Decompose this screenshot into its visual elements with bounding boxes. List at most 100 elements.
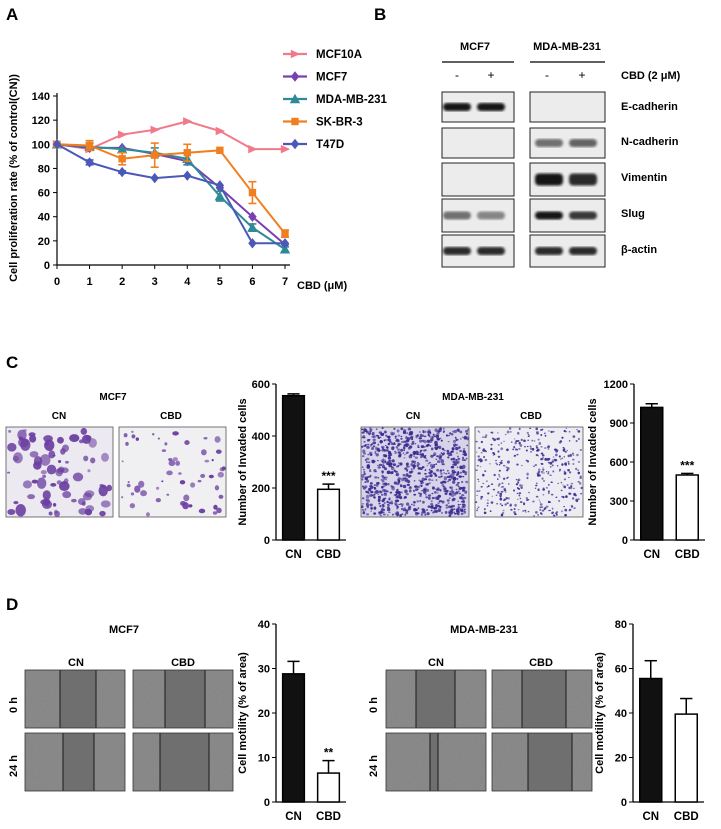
stained-cell	[580, 486, 583, 490]
stained-cell	[399, 514, 402, 518]
stained-cell	[434, 428, 438, 432]
stained-cell	[561, 463, 564, 466]
stained-cell	[544, 447, 547, 449]
stained-cell	[451, 447, 455, 451]
stained-cell	[421, 514, 423, 517]
stained-cell	[540, 458, 543, 461]
stained-cell	[430, 504, 434, 507]
stained-cell	[418, 492, 420, 495]
stained-cell	[483, 455, 486, 459]
stained-cell	[568, 492, 571, 495]
stained-cell	[126, 483, 131, 488]
stained-cell	[506, 476, 509, 479]
stained-cell	[423, 490, 427, 495]
stained-cell	[413, 493, 417, 496]
stained-cell	[392, 463, 397, 467]
blot-row-vimentin	[441, 162, 606, 197]
micrograph-mda-cbd	[474, 426, 584, 518]
stained-cell	[56, 436, 64, 444]
stained-cell	[449, 505, 453, 508]
data-point-t47d	[52, 139, 62, 150]
stained-cell	[498, 469, 501, 472]
stained-cell	[518, 427, 521, 431]
stained-cell	[406, 502, 410, 506]
stained-cell	[423, 488, 427, 492]
stained-cell	[484, 436, 487, 439]
stained-cell	[7, 442, 17, 452]
stained-cell	[450, 476, 453, 478]
stained-cell	[378, 502, 381, 505]
stained-cell	[364, 481, 367, 484]
stained-cell	[200, 473, 206, 479]
stained-cell	[447, 472, 450, 474]
stained-cell	[369, 427, 372, 429]
stained-cell	[387, 442, 391, 446]
stained-cell	[363, 444, 367, 448]
stained-cell	[203, 437, 208, 440]
stained-cell	[377, 443, 380, 446]
stained-cell	[381, 507, 384, 510]
stained-cell	[542, 470, 544, 472]
blot-group-label-mda: MDA-MB-231	[533, 41, 601, 53]
stained-cell	[453, 445, 456, 448]
stained-cell	[453, 508, 456, 511]
stained-cell	[426, 509, 428, 511]
stained-cell	[443, 487, 447, 491]
stained-cell	[462, 490, 464, 493]
stained-cell	[397, 448, 401, 451]
stained-cell	[419, 484, 422, 486]
stained-cell	[417, 472, 421, 475]
stained-cell	[453, 429, 457, 434]
stained-cell	[542, 468, 545, 471]
stained-cell	[416, 462, 420, 464]
stained-cell	[29, 451, 39, 458]
stained-cell	[377, 466, 381, 469]
stained-cell	[463, 508, 466, 511]
micrograph-mcf7-cbd	[118, 426, 227, 518]
d-label-cbd-left: CBD	[171, 657, 195, 669]
stained-cell	[568, 509, 571, 512]
stained-cell	[559, 440, 563, 443]
stained-cell	[130, 492, 135, 496]
stained-cell	[212, 511, 218, 515]
stained-cell	[570, 485, 573, 488]
stained-cell	[461, 467, 464, 469]
stained-cell	[490, 443, 493, 446]
stained-cell	[543, 472, 545, 474]
c-title-mda: MDA-MB-231	[442, 392, 504, 403]
stained-cell	[515, 483, 519, 486]
stained-cell	[487, 485, 490, 487]
blot-row-e-cadherin	[441, 91, 606, 123]
stained-cell	[438, 427, 442, 433]
stained-cell	[483, 507, 486, 511]
stained-cell	[445, 472, 448, 475]
stained-cell	[476, 490, 478, 492]
stained-cell	[374, 471, 377, 473]
wound-mcf7-cn-24h	[24, 732, 126, 792]
stained-cell	[382, 459, 387, 464]
stained-cell	[525, 511, 527, 513]
stained-cell	[366, 430, 369, 434]
band-label-n-cadherin: N-cadherin	[621, 136, 679, 148]
stained-cell	[529, 450, 533, 453]
stained-cell	[456, 452, 458, 454]
stained-cell	[523, 439, 526, 443]
stained-cell	[491, 431, 494, 434]
stained-cell	[391, 459, 395, 463]
stained-cell	[577, 498, 580, 500]
stained-cell	[497, 485, 500, 487]
legend-label: MCF7	[316, 72, 347, 84]
micrograph-mda-cn	[360, 426, 470, 518]
stained-cell	[547, 484, 550, 486]
stained-cell	[548, 462, 550, 464]
stained-cell	[430, 502, 434, 506]
stained-cell	[411, 442, 414, 446]
stained-cell	[13, 500, 19, 505]
stained-cell	[388, 438, 392, 442]
stained-cell	[125, 441, 129, 446]
stained-cell	[527, 498, 530, 501]
stained-cell	[525, 496, 529, 500]
stained-cell	[564, 513, 567, 517]
y-tick-label: 140	[32, 91, 50, 103]
stained-cell	[438, 445, 442, 450]
